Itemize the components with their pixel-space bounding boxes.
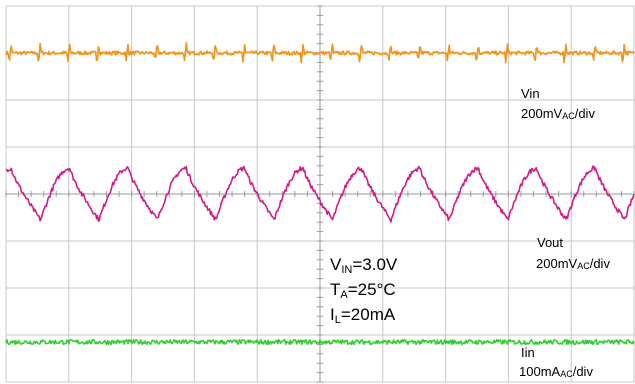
condition-vin: VIN=3.0V [330, 255, 398, 276]
iin-channel-scale: 100mAAC/div [519, 364, 593, 379]
vout-channel-scale: 200mVAC/div [536, 256, 610, 271]
trace-vout [5, 165, 635, 223]
condition-ta: TA=25°C [330, 280, 396, 301]
vin-channel-scale: 200mVAC/div [521, 106, 595, 121]
vin-channel-name: Vin [521, 86, 540, 101]
vout-channel-name: Vout [537, 235, 563, 250]
trace-vin [5, 42, 635, 64]
traces [5, 42, 635, 346]
condition-il: IL=20mA [330, 305, 396, 326]
trace-iin [5, 338, 635, 346]
iin-channel-name: Iin [521, 345, 535, 360]
